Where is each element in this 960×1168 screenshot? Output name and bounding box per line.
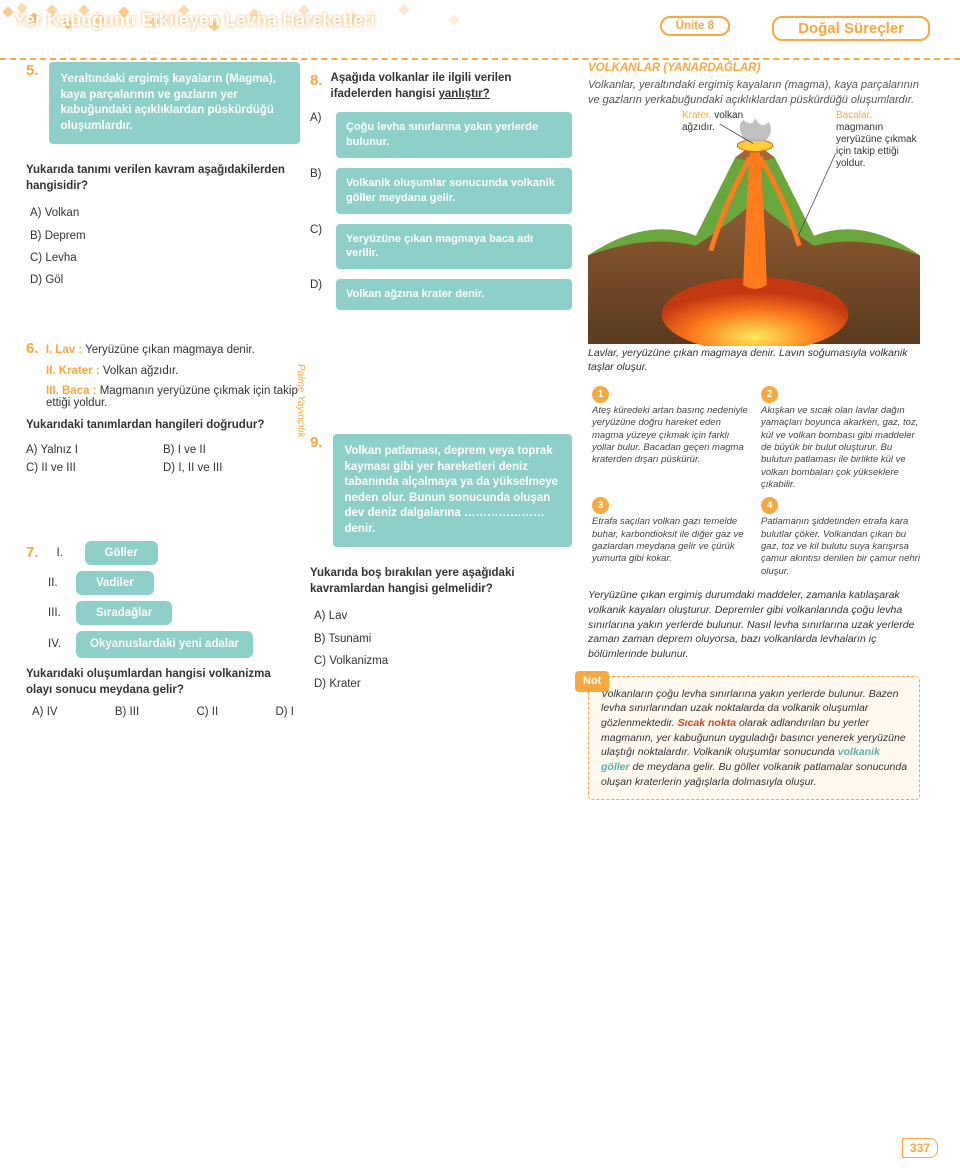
q6-options: A) Yalnız I B) I ve II C) II ve III D) I… xyxy=(26,441,300,477)
q5-opt-a[interactable]: A) Volkan xyxy=(26,202,300,224)
q6-i-text: Yeryüzüne çıkan magmaya denir. xyxy=(85,344,255,356)
q7-label-iii: III. xyxy=(48,607,62,619)
q8-opt-b[interactable]: Volkanik oluşumlar sonucunda volkanik gö… xyxy=(336,168,572,214)
q9-opt-c[interactable]: C) Volkanizma xyxy=(310,650,572,672)
q6-ii-label: II. Krater : xyxy=(46,365,100,377)
info-grid: 1Ateş küredeki artan basınç nedeniyle ye… xyxy=(588,386,920,578)
chapter-title: Yer Kabuğunu Etkileyen Levha Hareketleri xyxy=(14,10,375,31)
bacalar-callout: Bacalar, magmanın yeryüzüne çıkmak için … xyxy=(836,110,922,170)
unit-badge: Ünite 8 xyxy=(660,16,730,36)
info-cell-2: 2Akışkan ve sıcak olan lavlar dağın yama… xyxy=(757,386,920,491)
column-middle: 8. Aşağıda volkanlar ile ilgili verilen … xyxy=(310,62,572,800)
q7-label-iv: IV. xyxy=(48,638,62,650)
q9-number: 9. xyxy=(310,434,323,557)
q6-number: 6. xyxy=(26,340,39,357)
info-cell-4: 4Patlamanın şiddetinden etrafa kara bulu… xyxy=(757,497,920,578)
q7-options: A) IV B) III C) II D) I xyxy=(26,706,300,718)
q7-number: 7. xyxy=(26,544,39,561)
krater-callout: Krater, volkan ağzıdır. xyxy=(682,110,760,134)
q7-item-iii: Sıradağlar xyxy=(76,601,172,625)
q7-opt-c[interactable]: C) II xyxy=(196,706,218,718)
question-5: 5. Yeraltındaki ergimiş kayaların (Magma… xyxy=(26,62,300,292)
q6-i-label: I. Lav : xyxy=(46,344,82,356)
q5-ask: Yukarıda tanımı verilen kavram aşağıdaki… xyxy=(26,162,300,194)
info-intro: Volkanlar, yeraltındaki ergimiş kayaları… xyxy=(588,78,920,108)
question-9: 9. Volkan patlaması, deprem veya toprak … xyxy=(310,434,572,695)
page-header: Yer Kabuğunu Etkileyen Levha Hareketleri… xyxy=(0,0,960,52)
page-number: 337 xyxy=(902,1138,938,1158)
q5-opt-c[interactable]: C) Levha xyxy=(26,247,300,269)
question-7: 7. I. Göller II. Vadiler III. Sıradağlar… xyxy=(26,535,300,718)
q5-opt-d[interactable]: D) Göl xyxy=(26,269,300,291)
q9-opt-a[interactable]: A) Lav xyxy=(310,605,572,627)
info-title: VOLKANLAR (YANARDAĞLAR) xyxy=(588,62,920,74)
note-tag: Not xyxy=(575,671,609,692)
q6-opt-c[interactable]: C) II ve III xyxy=(26,459,163,477)
q5-opt-b[interactable]: B) Deprem xyxy=(26,225,300,247)
note-box: Not Volkanların çoğu levha sınırlarına y… xyxy=(588,676,920,801)
q6-opt-d[interactable]: D) I, II ve III xyxy=(163,459,300,477)
info-cell-3: 3Etrafa saçılan volkan gazı temelde buha… xyxy=(588,497,751,578)
q8-opt-d[interactable]: Volkan ağzına krater denir. xyxy=(336,279,572,310)
q9-definition: Volkan patlaması, deprem veya toprak kay… xyxy=(333,434,572,547)
q8-opt-c[interactable]: Yeryüzüne çıkan magmaya baca adı verilir… xyxy=(336,224,572,270)
publisher-text: Palme Yayıncılık xyxy=(295,364,306,438)
q9-ask: Yukarıda boş bırakılan yere aşağıdaki ka… xyxy=(310,565,572,597)
info-summary: Yeryüzüne çıkan ergimiş durumdaki maddel… xyxy=(588,588,920,661)
lav-text: Lavlar, yeryüzüne çıkan magmaya denir. L… xyxy=(588,346,920,374)
q7-opt-a[interactable]: A) IV xyxy=(32,706,58,718)
q5-definition: Yeraltındaki ergimiş kayaların (Magma), … xyxy=(49,62,300,144)
q7-ask: Yukarıdaki oluşumlardan hangisi volkaniz… xyxy=(26,666,300,698)
q9-opt-b[interactable]: B) Tsunami xyxy=(310,628,572,650)
volcano-diagram: Krater, volkan ağzıdır. Bacalar, magmanı… xyxy=(588,116,920,346)
q8-opt-a[interactable]: Çoğu levha sınırlarına yakın yerlerde bu… xyxy=(336,112,572,158)
q7-item-i: Göller xyxy=(85,541,158,565)
q5-options: A) Volkan B) Deprem C) Levha D) Göl xyxy=(26,202,300,292)
q7-item-iv: Okyanuslardaki yeni adalar xyxy=(76,631,253,658)
q6-ii-text: Volkan ağzıdır. xyxy=(103,365,178,377)
q6-iii-label: III. Baca : xyxy=(46,385,97,397)
q8-number: 8. xyxy=(310,70,323,102)
column-left: 5. Yeraltındaki ergimiş kayaların (Magma… xyxy=(26,62,300,800)
q9-options: A) Lav B) Tsunami C) Volkanizma D) Krate… xyxy=(310,605,572,695)
q5-number: 5. xyxy=(26,62,39,154)
q9-opt-d[interactable]: D) Krater xyxy=(310,673,572,695)
q7-opt-b[interactable]: B) III xyxy=(115,706,139,718)
info-cell-1: 1Ateş küredeki artan basınç nedeniyle ye… xyxy=(588,386,751,491)
topic-badge: Doğal Süreçler xyxy=(772,16,930,41)
q7-label-i: I. xyxy=(57,547,71,559)
q7-item-ii: Vadiler xyxy=(76,571,154,595)
q8-ask: Aşağıda volkanlar ile ilgili verilen ifa… xyxy=(331,70,572,102)
q6-opt-b[interactable]: B) I ve II xyxy=(163,441,300,459)
question-6: 6. I. Lav : Yeryüzüne çıkan magmaya deni… xyxy=(26,340,300,477)
q7-label-ii: II. xyxy=(48,577,62,589)
column-right: VOLKANLAR (YANARDAĞLAR) Volkanlar, yeral… xyxy=(582,62,920,800)
q6-opt-a[interactable]: A) Yalnız I xyxy=(26,441,163,459)
q6-ask: Yukarıdaki tanımlardan hangileri doğrudu… xyxy=(26,417,300,433)
q7-opt-d[interactable]: D) I xyxy=(275,706,294,718)
question-8: 8. Aşağıda volkanlar ile ilgili verilen … xyxy=(310,62,572,320)
